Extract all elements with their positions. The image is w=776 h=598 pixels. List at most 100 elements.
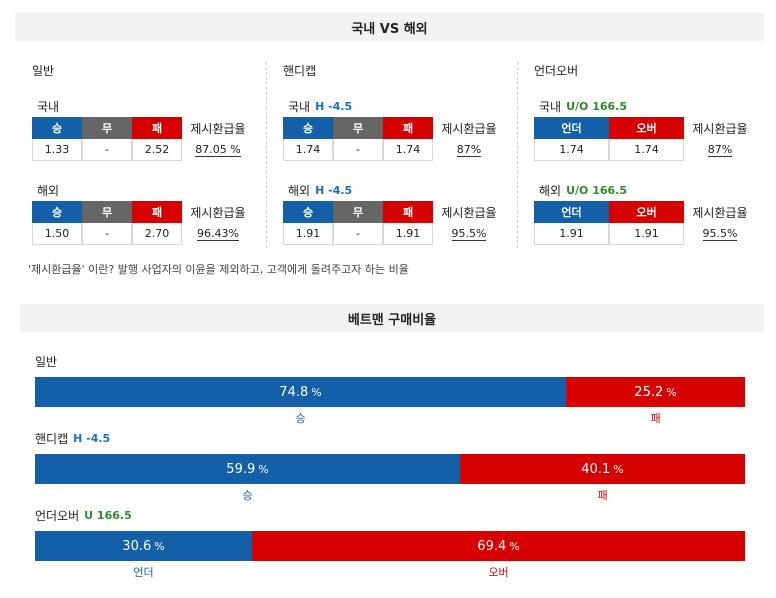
over-header: 오버 [609, 117, 684, 139]
refund-rate-value: 95.5% [702, 227, 738, 241]
ratio-right-name: 오버 [488, 566, 509, 579]
win-odds: 1.74 [283, 139, 333, 161]
ratio-label-text: 일반 [35, 355, 58, 369]
lose-header: 패 [132, 201, 182, 223]
win-odds: 1.91 [283, 223, 333, 245]
draw-odds: - [82, 223, 132, 245]
ratio-line: H -4.5 [73, 432, 111, 445]
overseas-odds-group: 해외 승 무 패 제시환급율 1.50 - 2.70 96.43% [32, 179, 254, 245]
handicap-line: H -4.5 [315, 183, 353, 197]
overseas-odds-group: 해외 H -4.5 승 무 패 제시환급율 1.91 - 1.91 95.5% [283, 179, 505, 245]
ratio-value: 25.2 [634, 384, 664, 400]
column-divider [517, 62, 518, 248]
refund-rate-value: 96.43% [197, 227, 239, 241]
ratio-segment-right: 69.4% [252, 531, 745, 561]
over-odds: 1.74 [609, 139, 684, 161]
group-label: 국내 [288, 99, 311, 114]
refund-rate-label: 제시환급율 [441, 121, 497, 136]
draw-header: 무 [333, 117, 383, 139]
section-title: 언더오버 [534, 64, 579, 78]
domestic-odds-group: 국내 U/O 166.5 언더 오버 제시환급율 1.74 1.74 87% [534, 95, 756, 161]
refund-rate-note: '제시환급율' 이란? 발행 사업자의 이윤을 제외하고, 고객에게 돌려주고자… [28, 263, 409, 276]
overunder-line: U/O 166.5 [566, 183, 628, 197]
ratio-label-text: 핸디캡 [35, 432, 69, 446]
ratio-left-name: 언더 [133, 566, 154, 579]
win-header: 승 [283, 117, 333, 139]
ratio-value: 59.9 [226, 461, 256, 477]
under-header: 언더 [534, 201, 609, 223]
ratio-left-name: 승 [242, 489, 253, 502]
lose-odds: 1.74 [383, 139, 433, 161]
ratio-percent-sign: % [311, 385, 322, 399]
draw-header: 무 [333, 201, 383, 223]
ratio-value: 40.1 [581, 461, 611, 477]
over-odds: 1.91 [609, 223, 684, 245]
draw-odds: - [82, 139, 132, 161]
ratio-value: 69.4 [477, 538, 507, 554]
ratio-bar: 59.9% 40.1% [35, 454, 745, 484]
under-odds: 1.91 [534, 223, 609, 245]
ratio-percent-sign: % [258, 462, 269, 476]
group-label: 해외 [539, 183, 562, 198]
ratio-label: 일반 [35, 353, 57, 370]
refund-rate-value: 87% [707, 143, 733, 157]
ratio-value: 74.8 [279, 384, 309, 400]
win-header: 승 [283, 201, 333, 223]
section-title: 일반 [32, 64, 55, 78]
ratio-percent-sign: % [509, 539, 520, 553]
group-label: 국내 [539, 99, 562, 114]
ratio-percent-sign: % [613, 462, 624, 476]
win-odds: 1.50 [32, 223, 82, 245]
draw-odds: - [333, 139, 383, 161]
lose-odds: 2.52 [132, 139, 182, 161]
column-divider [266, 62, 267, 248]
ratio-label: 언더오버 U 166.5 [35, 507, 132, 524]
ratio-segment-left: 59.9% [35, 454, 460, 484]
ratio-segment-right: 25.2% [566, 377, 745, 407]
ratio-left-name: 승 [295, 412, 306, 425]
betman-purchase-ratio-header: 베트맨 구매비율 [20, 304, 764, 332]
ratio-segment-left: 74.8% [35, 377, 566, 407]
handicap-line: H -4.5 [315, 99, 353, 113]
over-header: 오버 [609, 201, 684, 223]
draw-header: 무 [82, 117, 132, 139]
refund-rate-label: 제시환급율 [441, 205, 497, 220]
ratio-right-name: 패 [650, 412, 661, 425]
domestic-odds-group: 국내 승 무 패 제시환급율 1.33 - 2.52 87.05 % [32, 95, 254, 161]
overseas-odds-group: 해외 U/O 166.5 언더 오버 제시환급율 1.91 1.91 95.5% [534, 179, 756, 245]
ratio-segment-left: 30.6% [35, 531, 252, 561]
lose-odds: 1.91 [383, 223, 433, 245]
win-header: 승 [32, 117, 82, 139]
ratio-right-name: 패 [597, 489, 608, 502]
ratio-bar: 74.8% 25.2% [35, 377, 745, 407]
refund-rate-label: 제시환급율 [692, 205, 748, 220]
lose-header: 패 [132, 117, 182, 139]
ratio-percent-sign: % [154, 539, 165, 553]
ratio-value: 30.6 [122, 538, 152, 554]
section-title: 핸디캡 [283, 64, 317, 78]
lose-header: 패 [383, 117, 433, 139]
refund-rate-value: 87.05 % [195, 143, 241, 157]
overunder-line: U/O 166.5 [566, 99, 628, 113]
refund-rate-label: 제시환급율 [190, 121, 246, 136]
handicap-odds-section: 핸디캡 국내 H -4.5 승 무 패 제시환급율 1.74 - 1.74 87%… [283, 62, 513, 252]
refund-rate-label: 제시환급율 [190, 205, 246, 220]
ratio-percent-sign: % [666, 385, 677, 399]
overunder-odds-section: 언더오버 국내 U/O 166.5 언더 오버 제시환급율 1.74 1.74 8… [534, 62, 764, 252]
ratio-label: 핸디캡 H -4.5 [35, 430, 110, 447]
ratio-bar: 30.6% 69.4% [35, 531, 745, 561]
draw-header: 무 [82, 201, 132, 223]
win-header: 승 [32, 201, 82, 223]
domestic-odds-group: 국내 H -4.5 승 무 패 제시환급율 1.74 - 1.74 87% [283, 95, 505, 161]
lose-header: 패 [383, 201, 433, 223]
refund-rate-label: 제시환급율 [692, 121, 748, 136]
win-odds: 1.33 [32, 139, 82, 161]
ratio-segment-right: 40.1% [460, 454, 745, 484]
group-label: 국내 [37, 99, 60, 114]
domestic-vs-overseas-header: 국내 VS 해외 [15, 13, 764, 41]
ratio-line: U 166.5 [84, 509, 132, 522]
under-header: 언더 [534, 117, 609, 139]
refund-rate-value: 95.5% [451, 227, 487, 241]
group-label: 해외 [288, 183, 311, 198]
refund-rate-value: 87% [456, 143, 482, 157]
